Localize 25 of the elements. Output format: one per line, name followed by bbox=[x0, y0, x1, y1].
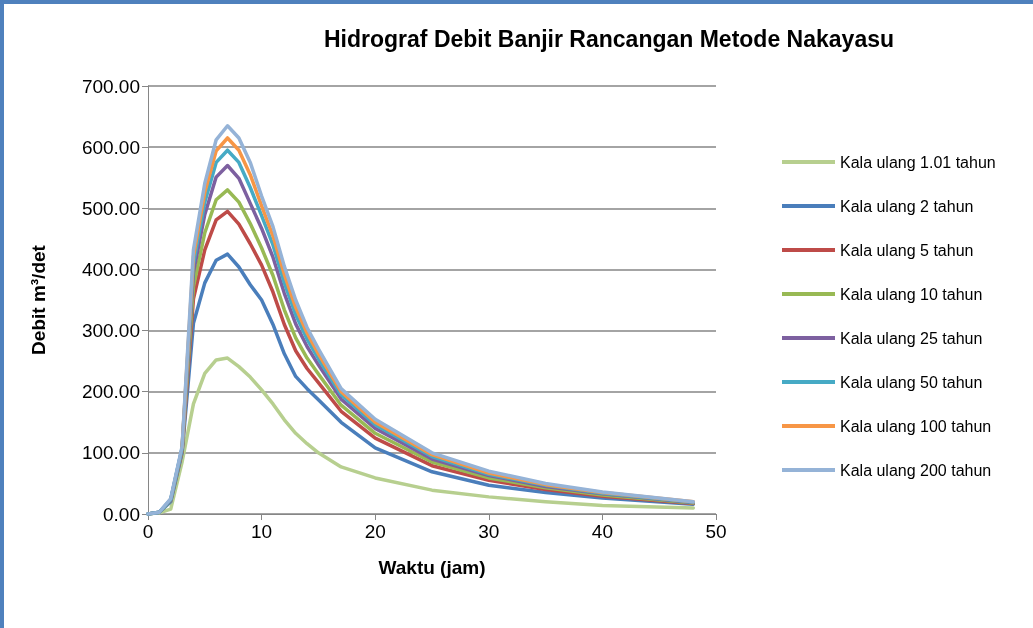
y-tick-label: 700.00 bbox=[81, 75, 140, 97]
legend-label: Kala ulang 200 tahun bbox=[840, 461, 992, 479]
chart-title: Hidrograf Debit Banjir Rancangan Metode Nakayasu bbox=[323, 25, 895, 52]
x-tick-label: 50 bbox=[705, 521, 727, 542]
x-tick-label: 10 bbox=[251, 521, 273, 542]
y-tick-label: 600.00 bbox=[81, 136, 140, 158]
legend-label: Kala ulang 50 tahun bbox=[840, 373, 983, 391]
x-tick-label: 40 bbox=[591, 521, 613, 542]
legend-label: Kala ulang 100 tahun bbox=[840, 417, 992, 435]
y-tick-label: 100.00 bbox=[81, 442, 140, 464]
y-tick-label: 0.00 bbox=[103, 503, 140, 525]
x-tick-label: 30 bbox=[478, 521, 500, 542]
y-tick-label: 400.00 bbox=[81, 258, 140, 280]
legend-label: Kala ulang 25 tahun bbox=[840, 329, 983, 347]
legend-label: Kala ulang 1.01 tahun bbox=[840, 153, 996, 171]
y-tick-label: 300.00 bbox=[81, 320, 140, 342]
legend-label: Kala ulang 5 tahun bbox=[840, 241, 974, 259]
x-axis-title: Waktu (jam) bbox=[378, 557, 486, 578]
y-tick-label: 200.00 bbox=[81, 381, 140, 403]
legend-label: Kala ulang 2 tahun bbox=[840, 197, 974, 215]
x-tick-label: 20 bbox=[364, 521, 386, 542]
y-axis-title: Debit m³/det bbox=[28, 244, 49, 355]
y-tick-label: 500.00 bbox=[81, 197, 140, 219]
legend-label: Kala ulang 10 tahun bbox=[840, 285, 983, 303]
x-tick-label: 0 bbox=[142, 521, 154, 542]
